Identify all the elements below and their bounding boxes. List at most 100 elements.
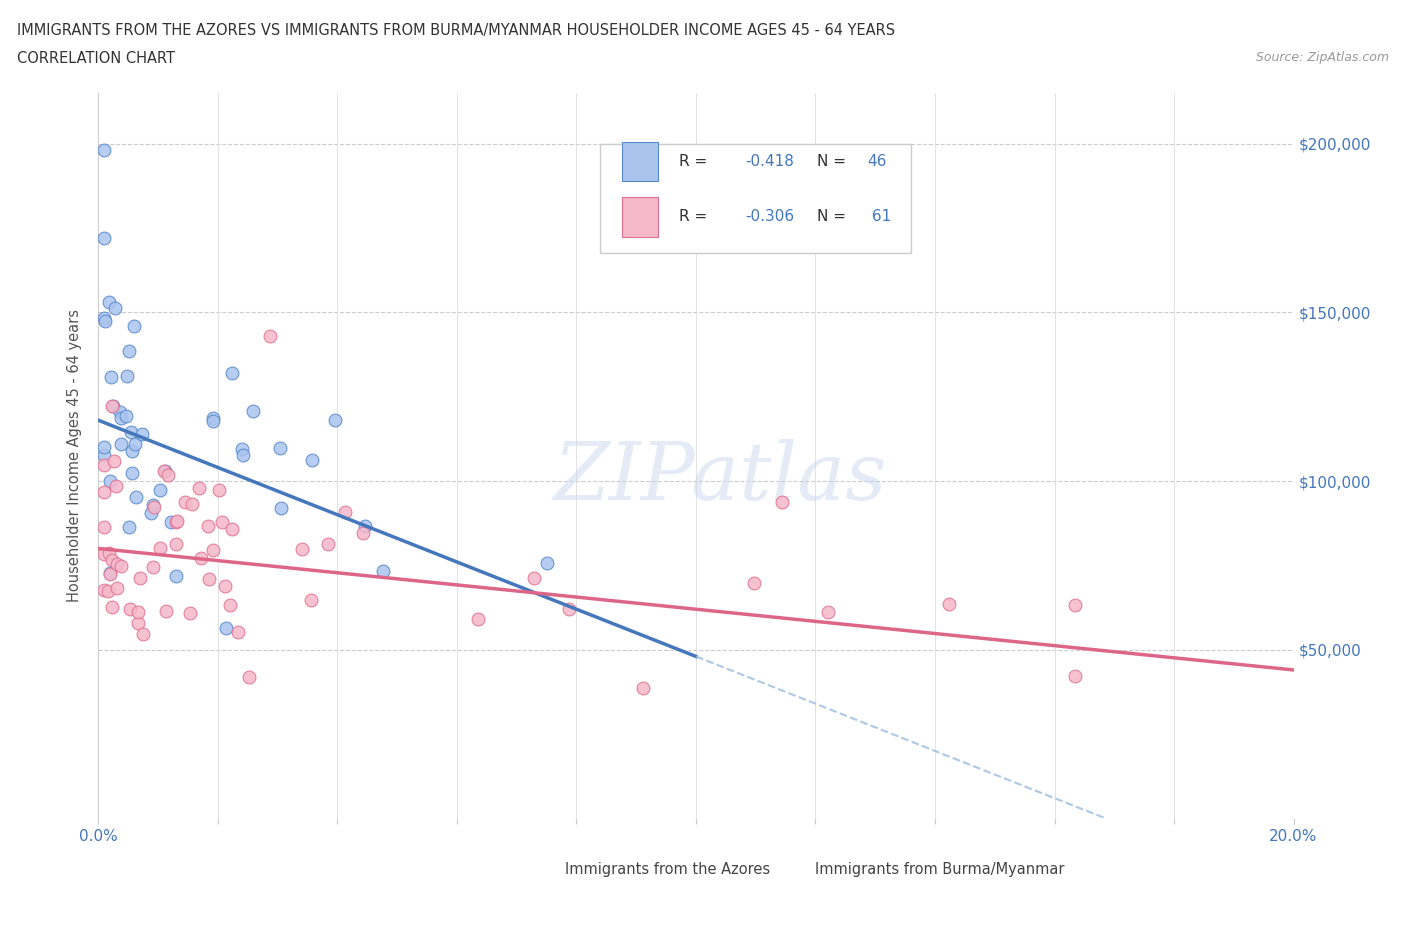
Point	[105, 556, 128, 571]
Point	[165, 568, 187, 583]
Point	[323, 412, 346, 427]
Point	[207, 483, 229, 498]
Point	[221, 522, 243, 537]
FancyBboxPatch shape	[510, 857, 550, 880]
Point	[93, 447, 115, 462]
Point	[93, 485, 115, 499]
Point	[149, 541, 172, 556]
Point	[226, 624, 249, 639]
Point	[190, 551, 212, 565]
Point	[125, 490, 148, 505]
Point	[631, 680, 654, 695]
Point	[105, 479, 128, 494]
Point	[1064, 669, 1087, 684]
Point	[301, 452, 323, 467]
Point	[120, 425, 142, 440]
Point	[131, 426, 153, 441]
Point	[93, 231, 115, 246]
Point	[120, 602, 142, 617]
Point	[352, 525, 374, 540]
Point	[127, 604, 149, 619]
Text: R =: R =	[679, 209, 713, 224]
Point	[269, 441, 291, 456]
Point	[117, 519, 139, 534]
Point	[238, 670, 260, 684]
Point	[121, 444, 143, 458]
Point	[155, 604, 177, 618]
Point	[100, 552, 122, 567]
Point	[110, 436, 132, 451]
Point	[165, 515, 187, 530]
Point	[103, 399, 125, 414]
Point	[93, 458, 115, 472]
Point	[93, 439, 115, 454]
Point	[201, 542, 224, 557]
Point	[354, 519, 377, 534]
Point	[98, 295, 121, 310]
Point	[93, 582, 115, 597]
FancyBboxPatch shape	[621, 141, 658, 181]
Point	[1064, 598, 1087, 613]
Point	[110, 559, 132, 574]
Point	[198, 572, 221, 587]
Point	[115, 368, 138, 383]
Point	[129, 571, 152, 586]
Point	[93, 520, 115, 535]
Point	[536, 555, 558, 570]
Point	[219, 597, 242, 612]
Point	[187, 481, 209, 496]
Point	[93, 143, 115, 158]
Point	[141, 506, 163, 521]
Point	[817, 604, 839, 619]
Point	[121, 466, 143, 481]
Point	[231, 441, 253, 456]
Point	[523, 570, 546, 585]
Point	[242, 404, 264, 418]
Point	[94, 313, 117, 328]
Point	[316, 537, 339, 551]
Point	[299, 592, 322, 607]
Text: -0.418: -0.418	[745, 154, 794, 169]
Point	[104, 300, 127, 315]
Y-axis label: Householder Income Ages 45 - 64 years: Householder Income Ages 45 - 64 years	[67, 309, 83, 603]
Point	[132, 627, 155, 642]
Point	[143, 499, 166, 514]
FancyBboxPatch shape	[600, 144, 911, 253]
Point	[103, 454, 125, 469]
Point	[197, 518, 219, 533]
Point	[259, 328, 281, 343]
Text: Source: ZipAtlas.com: Source: ZipAtlas.com	[1256, 51, 1389, 64]
Point	[202, 410, 225, 425]
Text: CORRELATION CHART: CORRELATION CHART	[17, 51, 174, 66]
Point	[742, 576, 765, 591]
Point	[100, 369, 122, 384]
Point	[166, 514, 188, 529]
Point	[270, 501, 292, 516]
Point	[221, 366, 243, 381]
Point	[98, 474, 121, 489]
Point	[938, 596, 960, 611]
Text: ZIPatlas: ZIPatlas	[553, 439, 887, 516]
Text: 46: 46	[868, 154, 886, 169]
Point	[215, 620, 238, 635]
Point	[149, 483, 172, 498]
Point	[211, 514, 233, 529]
Point	[156, 468, 179, 483]
Point	[124, 436, 146, 451]
Point	[97, 546, 120, 561]
Point	[122, 319, 145, 334]
Point	[159, 515, 181, 530]
Point	[98, 566, 122, 581]
Text: 61: 61	[868, 209, 891, 224]
Point	[118, 344, 141, 359]
Point	[100, 398, 122, 413]
Point	[180, 497, 202, 512]
Text: IMMIGRANTS FROM THE AZORES VS IMMIGRANTS FROM BURMA/MYANMAR HOUSEHOLDER INCOME A: IMMIGRANTS FROM THE AZORES VS IMMIGRANTS…	[17, 23, 896, 38]
Point	[558, 602, 581, 617]
Point	[214, 578, 236, 593]
Text: N =: N =	[817, 209, 851, 224]
Point	[127, 615, 149, 630]
Text: Immigrants from Burma/Myanmar: Immigrants from Burma/Myanmar	[815, 862, 1064, 877]
Point	[98, 565, 122, 580]
Point	[165, 537, 187, 551]
